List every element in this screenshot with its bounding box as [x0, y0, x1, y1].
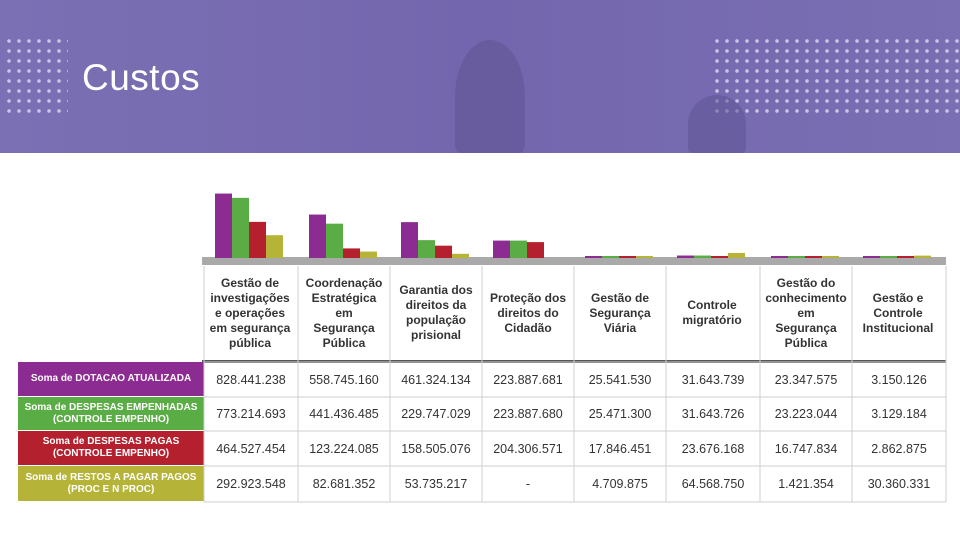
table-cell: -	[525, 477, 531, 491]
bar-4-series-2	[510, 240, 527, 258]
category-label: Controle migratório	[682, 298, 742, 327]
bar-7-series-3	[805, 256, 822, 258]
table-cell: 4.709.875	[592, 477, 648, 491]
table-cell: 461.324.134	[401, 372, 471, 387]
bar-2-series-3	[343, 248, 360, 258]
table-cell: 64.568.750	[681, 477, 745, 491]
table-cell: 123.224.085	[309, 441, 379, 456]
table-cell: 158.505.076	[401, 441, 471, 456]
category-label: Gestão e Controle Institucional	[862, 290, 934, 335]
table-cell: 23.676.168	[681, 441, 745, 456]
bar-8-series-3	[897, 256, 914, 258]
row-label-bg	[18, 397, 204, 430]
bar-1-series-1	[215, 193, 232, 258]
table-cell: 17.846.451	[588, 441, 652, 456]
row-label-bg	[18, 431, 204, 465]
bar-2-series-4	[360, 251, 377, 258]
series-label: Soma de DOTACAO ATUALIZADA	[30, 373, 192, 384]
category-label: Gestão de investigações e operações em s…	[209, 275, 291, 350]
bar-5-series-2	[602, 256, 619, 258]
bar-5-series-4	[636, 256, 653, 258]
table-cell: 82.681.352	[312, 477, 376, 491]
table-cell: 223.887.680	[493, 407, 563, 421]
table-cell: 3.129.184	[871, 407, 927, 421]
table-cell: 1.421.354	[778, 477, 834, 491]
bar-2-series-1	[309, 214, 326, 258]
category-label: Gestão do conhecimento em Segurança Públ…	[765, 275, 847, 350]
table-cell: 31.643.726	[681, 407, 745, 421]
table-cell: 30.360.331	[867, 477, 931, 491]
bar-3-series-1	[401, 222, 418, 258]
table-cell: 441.436.485	[309, 407, 379, 421]
table-cell: 558.745.160	[309, 372, 379, 387]
bar-6-series-2	[694, 255, 711, 258]
bar-1-series-4	[266, 235, 283, 258]
table-cell: 25.541.530	[588, 372, 652, 387]
series-label: Soma de RESTOS A PAGAR PAGOS (PROC E N P…	[25, 471, 197, 495]
bar-8-series-4	[914, 255, 931, 258]
bar-4-series-1	[493, 240, 510, 258]
table-cell: 23.347.575	[774, 372, 838, 387]
decorative-figure	[688, 95, 746, 153]
table-cell: 773.214.693	[216, 407, 286, 421]
table-cell: 23.223.044	[774, 407, 838, 421]
bar-6-series-4	[728, 252, 745, 258]
table-cell: 2.862.875	[871, 441, 927, 456]
category-label: Gestão de Segurança Viária	[589, 290, 651, 335]
bar-5-series-3	[619, 256, 636, 258]
header-banner: Custos	[0, 0, 960, 153]
bar-7-series-4	[822, 256, 839, 258]
table-cell: 16.747.834	[774, 441, 838, 456]
table-cell: 31.643.739	[681, 372, 745, 387]
bar-5-series-1	[585, 256, 602, 258]
table-cell: 464.527.454	[216, 441, 286, 456]
bar-1-series-2	[232, 197, 249, 258]
table-cell: 292.923.548	[216, 477, 286, 491]
bar-6-series-3	[711, 256, 728, 258]
row-label-bg	[18, 466, 204, 501]
table-cell: 3.150.126	[871, 372, 927, 387]
category-label: Garantia dos direitos da população prisi…	[399, 283, 473, 342]
table-cell: 223.887.681	[493, 372, 563, 387]
chart-baseline	[202, 257, 946, 265]
category-label: Proteção dos direitos do Cidadão	[489, 290, 567, 335]
bar-6-series-1	[677, 255, 694, 258]
bar-3-series-2	[418, 240, 435, 258]
decorative-figure	[455, 40, 525, 153]
bar-8-series-1	[863, 256, 880, 258]
bar-3-series-3	[435, 245, 452, 258]
row-label-bg	[18, 362, 204, 396]
bar-3-series-4	[452, 253, 469, 258]
bar-7-series-2	[788, 256, 805, 258]
decorative-dots-right	[712, 36, 960, 116]
bar-2-series-2	[326, 223, 343, 258]
series-label: Soma de DESPESAS PAGAS (CONTROLE EMPENHO…	[42, 436, 180, 459]
bar-4-series-3	[527, 242, 544, 258]
decorative-dots-left	[4, 36, 68, 116]
page-title: Custos	[82, 57, 201, 98]
bar-7-series-1	[771, 256, 788, 258]
category-label: Coordenação Estratégica em Segurança Púb…	[305, 275, 383, 350]
table-cell: 229.747.029	[401, 407, 471, 421]
table-cell: 53.735.217	[404, 477, 468, 491]
series-label: Soma de DESPESAS EMPENHADAS (CONTROLE EM…	[24, 401, 198, 425]
bar-8-series-2	[880, 256, 897, 258]
table-cell: 25.471.300	[588, 407, 652, 421]
table-cell: 828.441.238	[216, 372, 286, 387]
table-cell: 204.306.571	[493, 441, 563, 456]
bar-1-series-3	[249, 221, 266, 258]
